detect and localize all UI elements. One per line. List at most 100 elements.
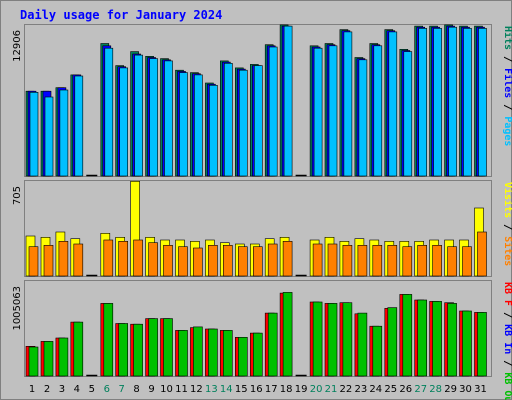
bar-sites-day-15 (238, 246, 248, 277)
day-label-10: 10 (160, 384, 173, 395)
day-label-19: 19 (295, 384, 308, 395)
bar-kb-out-day-13 (208, 328, 218, 377)
bar-kb-out-day-3 (58, 337, 69, 377)
bar-sites-day-31 (477, 231, 487, 277)
bar-pages-day-24 (373, 45, 383, 177)
panel-1-ymax-label: 12906 (12, 30, 23, 62)
bar-pages-day-4 (74, 75, 84, 177)
bar-kb-out-day-25 (387, 307, 398, 377)
bar-sites-day-11 (178, 246, 188, 277)
bar-pages-day-1 (29, 92, 39, 177)
bar-pages-day-14 (224, 62, 233, 177)
day-label-28: 28 (429, 384, 442, 395)
bar-sites-day-3 (58, 241, 69, 277)
bar-sites-day-18 (282, 241, 293, 277)
day-label-26: 26 (399, 384, 412, 395)
bar-sites-day-16 (253, 246, 263, 277)
bar-pages-day-13 (209, 85, 218, 177)
bar-sites-day-8 (133, 239, 143, 277)
day-label-29: 29 (444, 384, 457, 395)
bar-kb-out-day-11 (178, 330, 188, 377)
bar-pages-day-11 (179, 72, 188, 177)
bar-pages-day-10 (164, 60, 173, 177)
bar-kb-out-day-15 (238, 336, 248, 377)
bar-kb-out-day-31 (477, 312, 487, 377)
bar-sites-day-17 (267, 243, 278, 277)
bar-sites-day-28 (432, 245, 442, 277)
bar-pages-day-31 (478, 28, 487, 177)
day-label-15: 15 (235, 384, 248, 395)
bar-sites-day-2 (43, 245, 54, 277)
bar-kb-out-day-6 (103, 303, 114, 377)
bar-pages-day-20 (313, 47, 323, 177)
x-axis-day-labels: 1 2 3 4 5 6 7 8 9 10 11 12 13 14 15 16 17 18 19 20 21 22 23 24 2… (29, 384, 487, 395)
bar-sites-day-21 (327, 243, 338, 277)
day-label-8: 8 (133, 384, 139, 395)
bar-sites-day-25 (387, 245, 398, 277)
bar-kb-out-day-1 (28, 346, 39, 377)
bar-sites-day-4 (73, 243, 84, 277)
legend-hits: Hits (502, 26, 512, 50)
bar-kb-out-day-26 (402, 294, 413, 377)
bar-kb-out-day-30 (462, 310, 472, 377)
day-label-6: 6 (104, 384, 110, 395)
bar-pages-day-21 (328, 45, 338, 177)
bar-sites-day-12 (193, 247, 203, 277)
panel-hits-files-pages: 12906 Hits / Files / Pages (12, 24, 512, 177)
day-label-23: 23 (355, 384, 368, 395)
panel-3-bars (25, 292, 487, 377)
bar-kb-out-day-2 (43, 341, 54, 377)
bar-pages-day-2 (44, 96, 54, 177)
day-label-24: 24 (369, 384, 382, 395)
legend-kb-f: KB F (502, 282, 512, 306)
day-label-12: 12 (190, 384, 203, 395)
day-label-14: 14 (220, 384, 233, 395)
legend-sites: Sites (502, 236, 512, 266)
bar-kb-out-day-17 (267, 312, 278, 377)
day-label-11: 11 (175, 384, 188, 395)
panel-visits-sites: 705 Visits / Sites (12, 180, 512, 277)
bar-kb-out-day-9 (148, 318, 158, 377)
panel-2-bars (25, 181, 487, 277)
bar-kb-out-day-18 (282, 292, 293, 377)
bar-pages-day-15 (239, 69, 248, 177)
day-label-16: 16 (250, 384, 263, 395)
bar-pages-day-9 (149, 58, 158, 177)
panel-kbytes: 1005063 KB F / KB In / KB Out (12, 280, 512, 400)
bar-sites-day-10 (163, 245, 173, 277)
bar-sites-day-1 (28, 246, 39, 277)
day-label-4: 4 (74, 384, 80, 395)
day-label-25: 25 (384, 384, 397, 395)
day-label-21: 21 (325, 384, 338, 395)
legend-1: Hits / Files / Pages (502, 26, 512, 146)
day-label-27: 27 (414, 384, 427, 395)
legend-files: Files (502, 68, 512, 98)
bar-sites-day-20 (312, 243, 323, 277)
day-label-5: 5 (89, 384, 95, 395)
legend-kb-in: KB In (502, 324, 512, 354)
bar-pages-day-6 (104, 47, 114, 177)
bar-pages-day-26 (403, 51, 413, 177)
legend-kb-out: KB Out (502, 372, 512, 400)
day-label-18: 18 (280, 384, 293, 395)
bar-sites-day-24 (372, 245, 383, 277)
day-label-20: 20 (310, 384, 323, 395)
bar-sites-day-26 (402, 246, 413, 277)
bar-kb-out-day-24 (372, 325, 383, 377)
bar-sites-day-9 (148, 242, 158, 277)
bar-pages-day-17 (268, 46, 278, 177)
bar-pages-day-27 (418, 28, 428, 177)
bar-pages-day-30 (463, 28, 472, 177)
bar-kb-out-day-22 (342, 302, 353, 377)
bar-pages-day-23 (358, 59, 368, 177)
bar-sites-day-13 (208, 245, 218, 277)
panel-1-bars (25, 24, 487, 177)
bar-kb-out-day-8 (133, 323, 143, 377)
bar-sites-day-27 (417, 245, 428, 277)
bar-sites-day-14 (223, 245, 233, 277)
bar-pages-day-12 (194, 74, 203, 177)
day-label-30: 30 (459, 384, 472, 395)
bar-pages-day-16 (254, 65, 263, 177)
chart-title: Daily usage for January 2024 (20, 8, 222, 22)
